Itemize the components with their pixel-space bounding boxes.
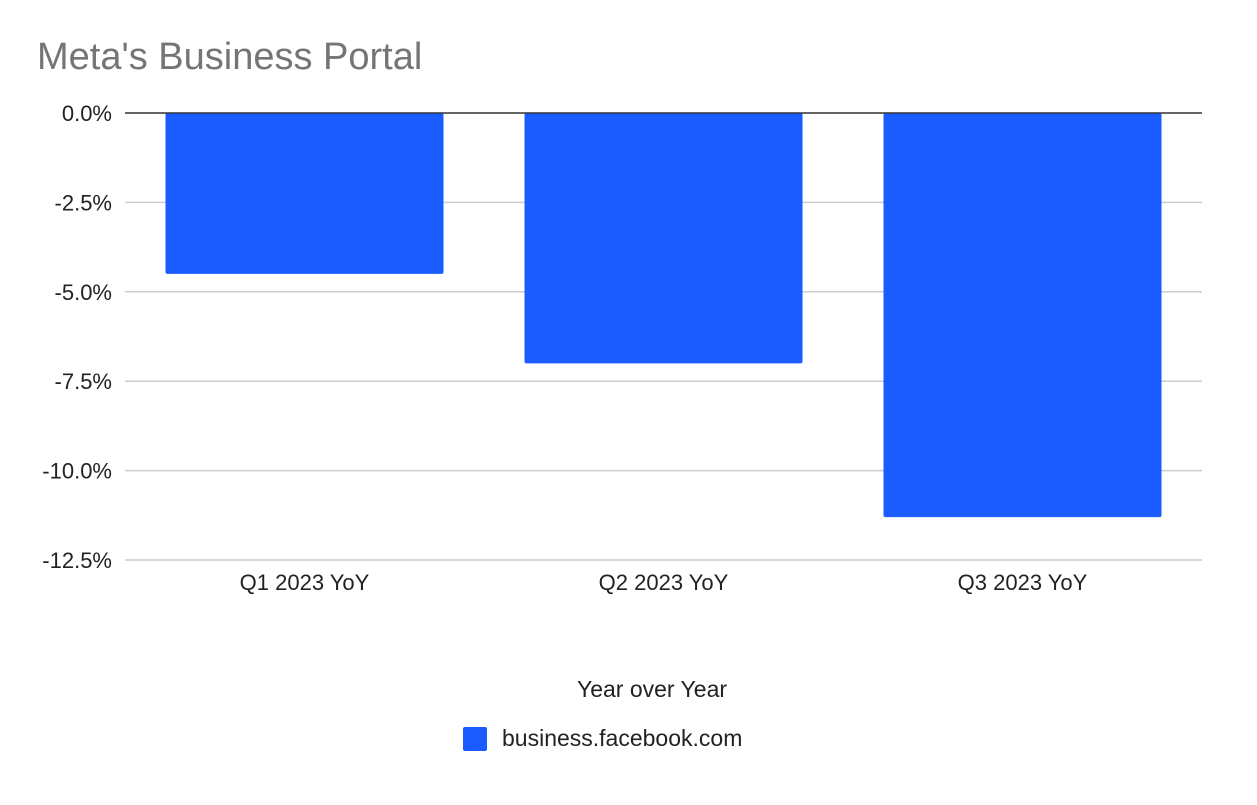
legend-swatch [463,727,487,751]
x-axis-title: Year over Year [577,676,727,702]
chart-title: Meta's Business Portal [37,36,422,78]
bar [883,113,1162,518]
bar [165,113,444,274]
y-tick-label: -2.5% [55,190,112,215]
legend: business.facebook.com [463,725,742,751]
x-axis-ticks: Q1 2023 YoY Q2 2023 YoY Q3 2023 YoY [240,570,1088,595]
y-tick-label: 0.0% [62,101,112,126]
y-tick-label: -7.5% [55,369,112,394]
y-axis-ticks: 0.0% -2.5% -5.0% -7.5% -10.0% -12.5% [42,101,112,573]
y-tick-label: -10.0% [42,459,112,484]
x-tick-label: Q3 2023 YoY [958,570,1088,595]
x-tick-label: Q1 2023 YoY [240,570,370,595]
bars [165,113,1162,518]
y-tick-label: -12.5% [42,548,112,573]
legend-label: business.facebook.com [502,725,742,751]
y-tick-label: -5.0% [55,280,112,305]
bar [524,113,803,364]
x-tick-label: Q2 2023 YoY [599,570,729,595]
